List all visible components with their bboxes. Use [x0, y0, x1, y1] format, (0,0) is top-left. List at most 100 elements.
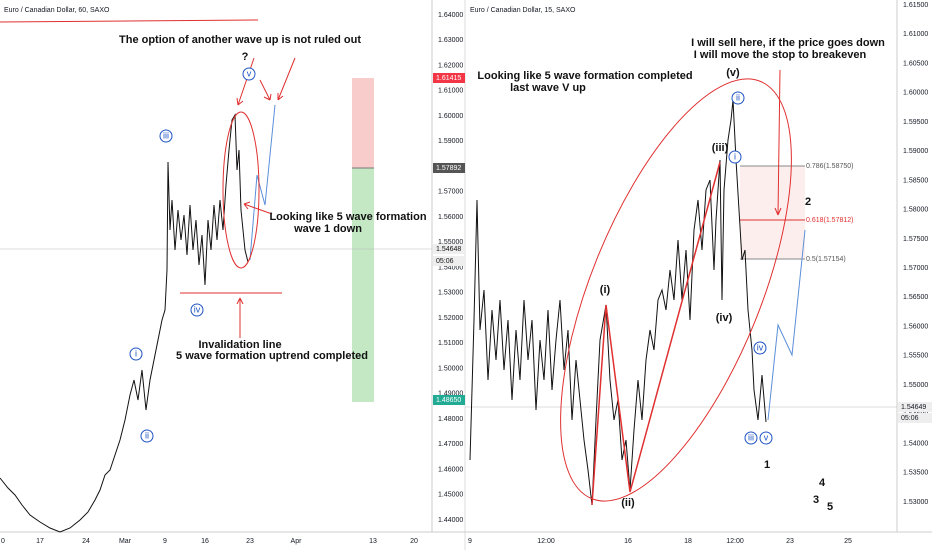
- price-badge-label: 05:06: [901, 415, 919, 422]
- annotation: 1: [764, 459, 770, 471]
- y-tick-label: 1.56000: [903, 323, 928, 330]
- price-badge-label: 1.57892: [436, 165, 461, 172]
- y-tick-label: 1.62000: [438, 62, 463, 69]
- x-tick-label: Apr: [291, 538, 303, 545]
- y-tick-label: 1.57000: [438, 189, 463, 196]
- wave-label: v: [247, 68, 252, 78]
- annotation: Invalidation line: [198, 339, 281, 351]
- annotation: (iv): [716, 312, 733, 324]
- wave-label: i: [135, 348, 137, 358]
- y-tick-label: 1.60000: [438, 113, 463, 120]
- y-tick-label: 1.55500: [903, 353, 928, 360]
- y-tick-label: 1.49000: [438, 391, 463, 398]
- y-tick-label: 1.59500: [903, 119, 928, 126]
- x-tick-label: 17: [36, 538, 44, 545]
- price-badge-label: 1.54648: [436, 246, 461, 253]
- x-tick-label: 23: [786, 538, 794, 545]
- x-tick-label: 24: [82, 538, 90, 545]
- trend-line: [0, 19, 259, 23]
- y-tick-label: 1.45000: [438, 492, 463, 499]
- y-tick-label: 1.55000: [903, 382, 928, 389]
- y-tick-label: 1.54000: [903, 440, 928, 447]
- x-tick-label: 12:00: [537, 538, 555, 545]
- arrow: [774, 69, 782, 216]
- x-tick-label: 9: [163, 538, 167, 545]
- y-tick-label: 1.64000: [438, 12, 463, 19]
- annotation: I will move the stop to breakeven: [694, 49, 867, 61]
- highlight-ellipse: [560, 78, 792, 502]
- annotation: The option of another wave up is not rul…: [119, 34, 361, 46]
- wave-circle: [744, 431, 758, 445]
- y-tick-label: 1.59000: [903, 148, 928, 155]
- fib-label: 0.618(1.57812): [806, 217, 853, 224]
- y-tick-label: 1.61000: [438, 88, 463, 95]
- annotation: Looking like 5 wave formation: [269, 211, 426, 223]
- wave-label: v: [764, 432, 769, 442]
- stop-zone: [352, 78, 374, 168]
- y-tick-label: 1.44000: [438, 517, 463, 524]
- price-badge: [433, 163, 465, 173]
- wave-circle: [159, 129, 173, 143]
- fib-label: 0.5(1.57154): [806, 256, 846, 263]
- annotation: 4: [819, 477, 826, 489]
- annotation: last wave V up: [510, 82, 586, 94]
- wave-label: ii: [736, 92, 740, 102]
- y-tick-label: 1.60500: [903, 60, 928, 67]
- y-tick-label: 1.50000: [438, 365, 463, 372]
- chart-title: Euro / Canadian Dollar, 15, SAXO: [470, 7, 576, 14]
- fib-zone: [740, 166, 805, 259]
- price-badge-label: 1.48650: [436, 397, 461, 404]
- right-chart: Euro / Canadian Dollar, 15, SAXO Looking…: [465, 7, 897, 513]
- price-badge: [433, 73, 465, 83]
- annotation: 3: [813, 494, 819, 506]
- x-tick-label: 25: [844, 538, 852, 545]
- annotation: 5: [827, 501, 833, 513]
- left-chart: Euro / Canadian Dollar, 60, SAXO The opt…: [0, 7, 432, 533]
- x-tick-label: 16: [201, 538, 209, 545]
- x-tick-label: 9: [468, 538, 472, 545]
- x-tick-label: Mar: [119, 538, 132, 545]
- y-tick-label: 1.47000: [438, 441, 463, 448]
- price-badge: [898, 402, 932, 412]
- wave-circle: [129, 347, 143, 361]
- wave-circle: [759, 431, 773, 445]
- wave-circle: [731, 91, 745, 105]
- x-tick-label: 18: [684, 538, 692, 545]
- y-tick-label: 1.58000: [903, 207, 928, 214]
- annotation: Looking like 5 wave formation completed: [477, 70, 692, 82]
- y-tick-label: 1.46000: [438, 466, 463, 473]
- y-tick-label: 1.57500: [903, 236, 928, 243]
- wave-lines: [591, 161, 721, 506]
- y-tick-label: 1.51000: [438, 340, 463, 347]
- y-tick-label: 1.48000: [438, 416, 463, 423]
- price-badge-label: 05:06: [436, 258, 454, 265]
- wave-label: iv: [757, 342, 764, 352]
- wave-label: iii: [163, 130, 169, 140]
- y-tick-label: 1.57000: [903, 265, 928, 272]
- wave-label: i: [734, 151, 736, 161]
- y-tick-label: 1.53000: [903, 499, 928, 506]
- annotation: wave 1 down: [293, 223, 362, 235]
- target-zone: [352, 168, 374, 402]
- y-tick-label: 1.52000: [438, 315, 463, 322]
- price-badge-label: 1.61415: [436, 75, 461, 82]
- wave-circle: [753, 341, 767, 355]
- wave-circle: [140, 429, 154, 443]
- price-badge: [898, 413, 932, 423]
- y-tick-label: 1.53500: [903, 470, 928, 477]
- wave-label: iv: [194, 304, 201, 314]
- price-badge-label: 1.54649: [901, 404, 926, 411]
- annotation: 5 wave formation uptrend completed: [176, 350, 368, 362]
- price-badge: [433, 244, 465, 254]
- y-tick-label: 1.56000: [438, 214, 463, 221]
- chart-title: Euro / Canadian Dollar, 60, SAXO: [4, 7, 110, 14]
- y-tick-label: 1.63000: [438, 37, 463, 44]
- annotation: (v): [726, 67, 740, 79]
- y-tick-label: 1.59000: [438, 138, 463, 145]
- y-tick-label: 1.60000: [903, 90, 928, 97]
- wave-circle: [190, 303, 204, 317]
- x-tick-label: 20: [410, 538, 418, 545]
- wave-circle: [242, 67, 256, 81]
